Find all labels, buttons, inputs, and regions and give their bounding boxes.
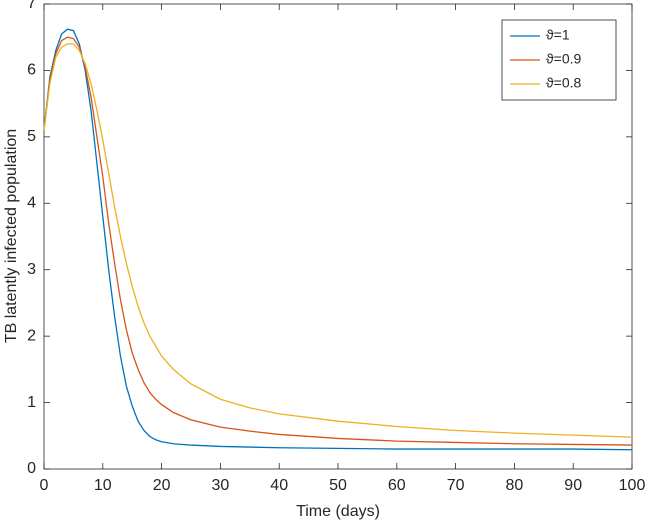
y-tick-label: 0 (27, 460, 36, 477)
x-tick-label: 80 (506, 477, 524, 494)
x-tick-label: 100 (619, 477, 646, 494)
y-tick-label: 2 (27, 327, 36, 344)
x-tick-label: 50 (329, 477, 347, 494)
x-tick-label: 30 (212, 477, 230, 494)
y-axis-label: TB latently infected population (3, 129, 20, 343)
series-line (43, 28, 633, 451)
x-tick-label: 70 (447, 477, 465, 494)
x-axis-label: Time (days) (296, 503, 380, 520)
x-tick-label: 0 (40, 477, 49, 494)
legend-label: ϑ=1 (546, 27, 570, 43)
y-tick-label: 1 (27, 394, 36, 411)
x-tick-label: 90 (564, 477, 582, 494)
x-tick-label: 20 (153, 477, 171, 494)
x-tick-label: 40 (270, 477, 288, 494)
legend-label: ϑ=0.9 (546, 51, 582, 67)
y-tick-label: 5 (27, 128, 36, 145)
series-line (43, 43, 633, 438)
y-tick-label: 4 (27, 195, 36, 212)
x-tick-label: 10 (94, 477, 112, 494)
y-tick-label: 3 (27, 261, 36, 278)
y-tick-label: 7 (27, 0, 36, 12)
x-tick-label: 60 (388, 477, 406, 494)
series-line (43, 36, 633, 446)
legend-label: ϑ=0.8 (546, 75, 582, 91)
y-tick-label: 6 (27, 62, 36, 79)
